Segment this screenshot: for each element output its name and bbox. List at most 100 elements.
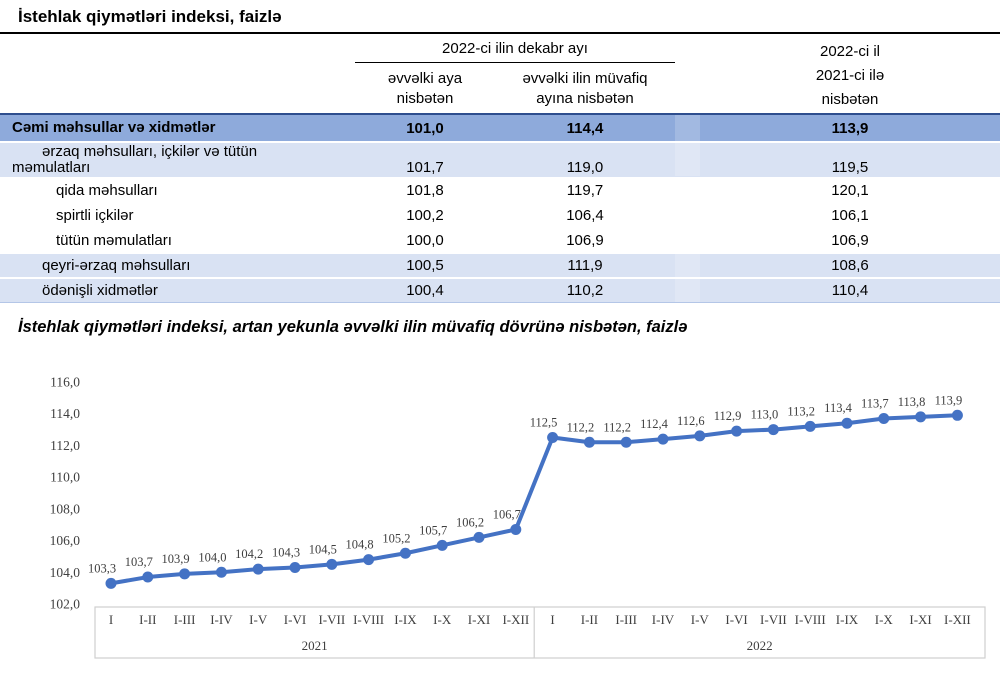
- data-point: [105, 577, 117, 589]
- data-label: 112,4: [640, 417, 668, 431]
- x-axis-label: I-II: [139, 612, 156, 627]
- data-label: 112,2: [567, 420, 595, 434]
- data-point: [804, 420, 816, 432]
- x-axis-label: I: [550, 612, 554, 627]
- data-label: 113,9: [935, 393, 963, 407]
- cell-value: 101,0: [406, 119, 444, 137]
- data-point: [767, 424, 779, 436]
- x-axis-label: I-VI: [284, 612, 306, 627]
- cpi-table-body: Cəmi məhsullar və xidmətlər 101,0 114,4 113…: [0, 113, 1000, 303]
- column-spacer: [675, 179, 700, 202]
- cell-value: 100,4: [406, 282, 444, 299]
- data-point: [436, 539, 448, 551]
- x-axis-label: I-IX: [836, 612, 859, 627]
- row-label-line: qida məhsulları: [56, 181, 158, 199]
- y-axis-label: 110,0: [50, 470, 80, 485]
- data-point: [620, 436, 632, 448]
- x-axis-label: I-V: [249, 612, 268, 627]
- column-spacer: [675, 279, 700, 302]
- row-label: ödənişli xidmətlər: [0, 282, 355, 299]
- x-axis-label: I-XII: [944, 612, 971, 627]
- cell-value: 100,2: [406, 207, 444, 224]
- data-point: [215, 566, 227, 578]
- title-rule: [0, 32, 1000, 34]
- header-line: 2021-ci ilə: [815, 67, 885, 84]
- table-row: qeyri-ərzaq məhsulları 100,5 111,9 108,6: [0, 254, 1000, 279]
- data-point: [289, 562, 301, 574]
- data-point: [694, 430, 706, 442]
- data-point: [399, 547, 411, 559]
- x-axis-label: I-VIII: [795, 612, 826, 627]
- x-axis-label: I-XI: [468, 612, 490, 627]
- row-label: ərzaq məhsulları, içkilər və tütün məmula…: [0, 144, 355, 176]
- cell-value: 120,1: [831, 182, 869, 199]
- x-axis-label: I-IV: [652, 612, 675, 627]
- document-title: İstehlak qiymətləri indeksi, faizlə: [18, 7, 282, 26]
- data-point: [179, 568, 191, 580]
- data-label: 104,8: [346, 538, 374, 552]
- cell-value: 106,9: [566, 232, 604, 249]
- data-label: 106,2: [456, 515, 484, 529]
- column-spacer: [675, 143, 700, 176]
- data-label: 103,3: [88, 561, 116, 575]
- row-label: qeyri-ərzaq məhsulları: [0, 256, 355, 274]
- row-label-line: qeyri-ərzaq məhsulları: [42, 256, 191, 274]
- x-axis-label: I: [109, 612, 113, 627]
- y-axis-label: 106,0: [50, 533, 81, 548]
- data-point: [841, 417, 853, 429]
- cell-value: 110,2: [566, 282, 604, 299]
- row-label-line: spirtli içkilər: [56, 206, 134, 224]
- header-col-prev-year-month: əvvəlki ilin müvafiq ayına nisbətən: [495, 63, 675, 113]
- row-label: tütün məmulatları: [0, 231, 355, 249]
- row-label-line: məmulatları: [12, 159, 91, 176]
- y-axis-label: 114,0: [50, 406, 80, 421]
- data-label: 113,7: [861, 396, 889, 410]
- data-label: 113,0: [751, 408, 779, 422]
- x-axis-label: I-VIII: [353, 612, 384, 627]
- data-label: 104,3: [272, 546, 300, 560]
- y-axis-label: 102,0: [50, 597, 81, 612]
- row-label-line: Cəmi məhsullar və xidmətlər: [12, 119, 216, 136]
- table-row: spirtli içkilər 100,2 106,4 106,1: [0, 204, 1000, 229]
- x-axis-label: I-XII: [502, 612, 529, 627]
- data-label: 104,0: [198, 550, 226, 564]
- cell-value: 111,9: [567, 257, 603, 274]
- data-label: 103,7: [125, 555, 153, 569]
- cell-value: 119,7: [566, 182, 604, 199]
- data-label: 106,7: [493, 507, 521, 521]
- cell-value: 114,4: [566, 119, 604, 137]
- data-point: [326, 558, 338, 570]
- cell-value: 106,9: [831, 232, 869, 249]
- row-label-line: tütün məmulatları: [56, 231, 172, 249]
- header-group-december: 2022-ci ilin dekabr ayı: [355, 36, 675, 63]
- data-point: [252, 563, 264, 575]
- row-label: Cəmi məhsullar və xidmətlər: [0, 120, 355, 136]
- cell-value: 119,0: [566, 159, 604, 176]
- x-axis-label: I-XI: [909, 612, 931, 627]
- y-axis-label: 112,0: [50, 438, 80, 453]
- data-label: 105,7: [419, 523, 447, 537]
- chart-title: İstehlak qiymətləri indeksi, artan yekun…: [18, 318, 688, 336]
- data-label: 112,6: [677, 414, 705, 428]
- data-label: 113,4: [824, 401, 852, 415]
- series-line: [109, 413, 960, 586]
- x-axis-label: I-IV: [210, 612, 233, 627]
- column-spacer: [675, 115, 700, 141]
- x-axis-box: [94, 606, 986, 659]
- data-label: 112,2: [603, 420, 631, 434]
- cpi-table-header: 2022-ci ilin dekabr ayı 2022-ci il 2021-…: [0, 36, 1000, 113]
- column-spacer: [675, 229, 700, 252]
- y-axis-label: 104,0: [50, 565, 81, 580]
- data-label: 112,5: [530, 416, 558, 430]
- header-col-year-ratio: 2022-ci il 2021-ci ilə nisbətən: [700, 36, 1000, 113]
- x-axis-label: I-III: [174, 612, 196, 627]
- y-axis-label: 116,0: [50, 375, 80, 390]
- data-point: [510, 523, 522, 535]
- data-point: [583, 436, 595, 448]
- x-axis-label: I-V: [691, 612, 710, 627]
- data-point: [547, 432, 559, 443]
- cpi-line-chart: 116,0 114,0 112,0 110,0 108,0 106,0 104,0 102,0…: [50, 375, 986, 659]
- header-col-prev-month: əvvəlki aya nisbətən: [355, 63, 495, 113]
- data-point: [915, 411, 927, 423]
